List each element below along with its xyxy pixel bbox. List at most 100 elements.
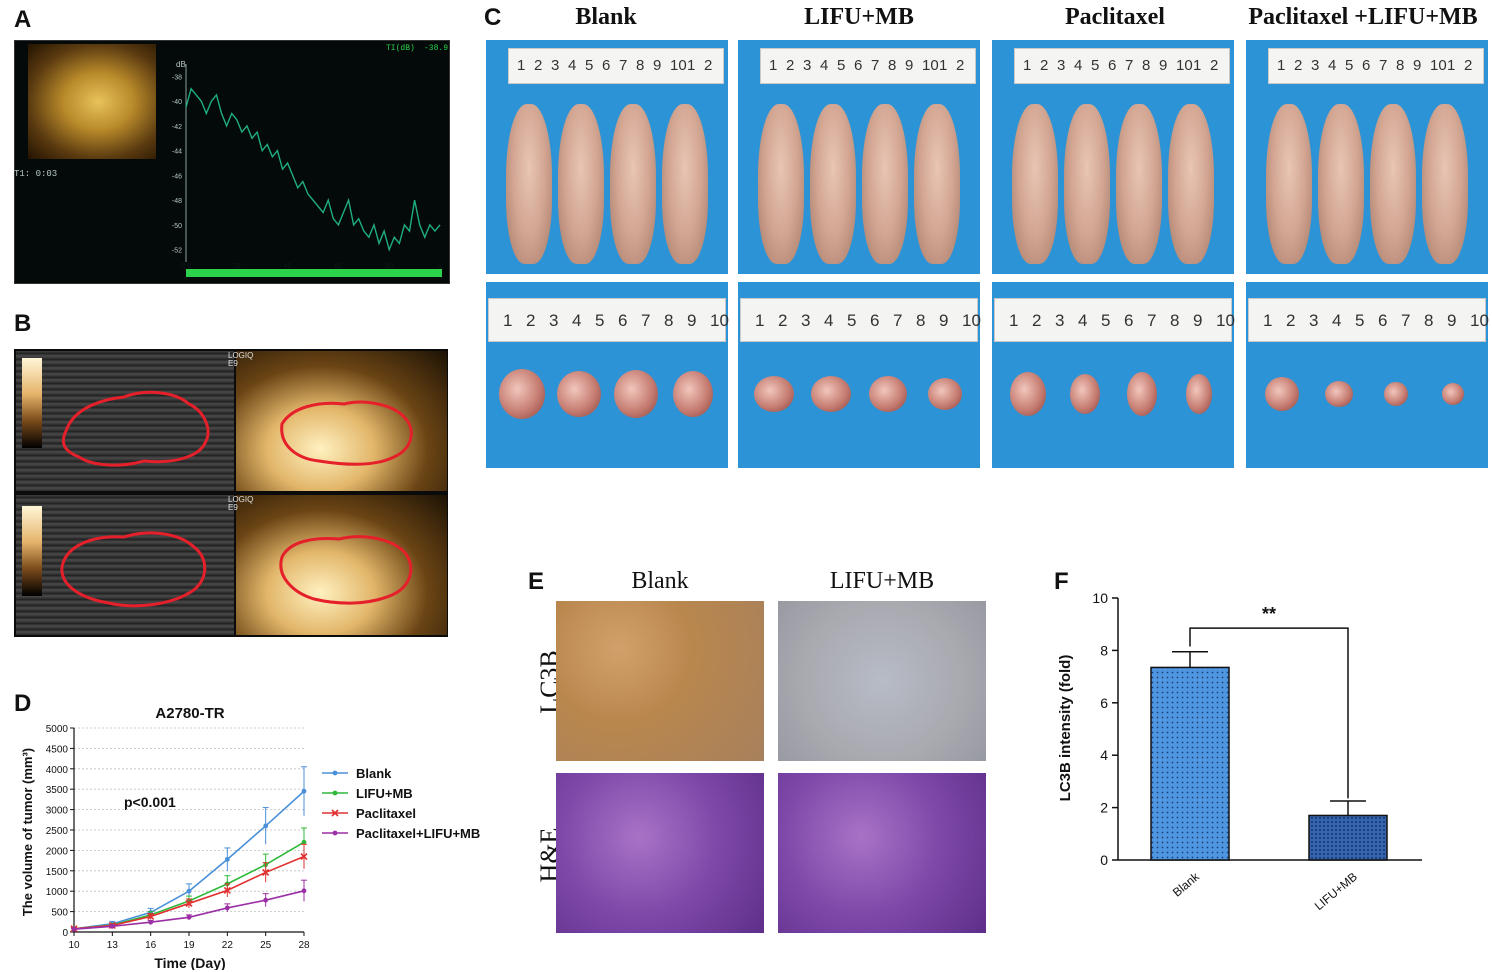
- panel-c-mouse: [1168, 104, 1214, 264]
- panel-c-ruler-number: 9: [1159, 57, 1168, 74]
- panel-d-legend-marker: [332, 830, 338, 836]
- panel-c-ruler-top: 1 2 3 4 5 6 7 8 9 10 1 2: [508, 48, 724, 84]
- panel-d-y-tick-label: 4000: [46, 765, 69, 776]
- panel-c-ruler-number: 2: [956, 57, 965, 74]
- panel-a-y-tick-label: -40: [172, 99, 182, 106]
- panel-c-ruler-number: 10: [1470, 311, 1489, 330]
- panel-c-tumor: [1442, 383, 1464, 405]
- panel-c-ruler-number: 2: [1464, 57, 1473, 74]
- panel-c-ruler-number: 3: [549, 311, 559, 330]
- panel-f-y-tick-label: 2: [1100, 800, 1108, 816]
- panel-letter-b: B: [14, 310, 32, 337]
- panel-a-intensity-curve: [185, 87, 441, 252]
- panel-c-mouse: [862, 104, 908, 264]
- panel-d-point: [148, 919, 154, 925]
- panel-c-ruler-number: 8: [1170, 311, 1180, 330]
- panel-c-ruler-number: 2: [704, 57, 713, 74]
- panel-e-header-lifu-mb: LIFU+MB: [829, 568, 935, 594]
- panel-d-point: [300, 852, 308, 861]
- panel-d-legend: Blank LIFU+MB Paclitaxel Paclitaxel+LIFU+MB: [322, 766, 480, 841]
- panel-c-header-lifu-mb: LIFU+MB: [804, 4, 914, 30]
- panel-d-x-tick-label: 28: [298, 940, 310, 951]
- panel-c-ruler-number: 10: [710, 311, 729, 330]
- panel-d-xlabel: Time (Day): [154, 955, 225, 970]
- panel-c-ruler-bottom: 1 2 3 4 5 6 7 8 9 10: [740, 298, 981, 342]
- panel-f-y-tick-label: 6: [1100, 695, 1108, 711]
- panel-c-ruler-number: 5: [1345, 57, 1354, 74]
- panel-d-y-tick-label: 1000: [46, 887, 69, 898]
- panel-c-tumor: [811, 376, 851, 412]
- panel-c-ruler-number: 3: [801, 311, 811, 330]
- panel-a-time-intensity-chart: -38 -40 -42 -44 -46 -48 -50 -52 0.0 20 40 60 80 1: [172, 64, 442, 270]
- panel-d-y-tick-label: 3500: [46, 785, 69, 796]
- panel-f-lc3b-bar-chart: LC3B intensity (fold) 0 2 4 6 8 10 Blank LIFU+M…: [1057, 590, 1422, 913]
- panel-d-legend-marker: [331, 809, 339, 817]
- panel-d-point: [301, 788, 307, 794]
- panel-c-ruler-number: 5: [847, 311, 857, 330]
- panel-c-ruler-number: 6: [1108, 57, 1117, 74]
- panel-c-ruler-number: 3: [1309, 311, 1319, 330]
- panel-b-scale-top: [22, 358, 42, 448]
- panel-c-ruler-number: 5: [1101, 311, 1111, 330]
- panel-d-ylabel: The volume of tumor (mm³): [20, 748, 35, 916]
- panel-c-ruler-number: 6: [1124, 311, 1134, 330]
- panel-c-ruler-number: 1: [939, 57, 948, 74]
- panel-b-outline-ceus-top: [280, 400, 413, 466]
- panel-a-timeline-bar: [186, 269, 442, 277]
- panel-d-legend-label: LIFU+MB: [356, 786, 413, 801]
- panel-d-point: [223, 886, 231, 894]
- panel-e-header-blank: Blank: [631, 568, 689, 594]
- panel-a-y-tick-label: -44: [172, 149, 182, 156]
- panel-d-tumor-growth-chart: A2780-TR Time (Day) The volume of tumor …: [20, 705, 480, 970]
- panel-c-mouse: [1064, 104, 1110, 264]
- panel-a-x-tick-label: 80: [385, 263, 393, 270]
- panel-b-logiq-bottom: LOGIQ E9: [228, 496, 253, 512]
- panel-c-ruler-number: 1: [1447, 57, 1456, 74]
- panel-c-ruler-number: 2: [778, 311, 788, 330]
- panel-c-mouse: [1012, 104, 1058, 264]
- panel-d-y-tick-label: 2000: [46, 846, 69, 857]
- panel-f-x-tick-label: Blank: [1170, 869, 1203, 900]
- panel-c-ruler-number: 6: [602, 57, 611, 74]
- panel-d-y-tick-label: 4500: [46, 744, 69, 755]
- panel-d-point: [263, 897, 269, 903]
- panel-c-ruler-number: 10: [670, 57, 687, 74]
- panel-d-point: [109, 923, 115, 929]
- panel-e-he-lifu-image: [778, 773, 986, 933]
- panel-c-ruler-number: 9: [1193, 311, 1203, 330]
- panel-c-ruler-number: 8: [1424, 311, 1434, 330]
- panel-c-header-paclitaxel-lifu-mb: Paclitaxel +LIFU+MB: [1248, 4, 1478, 30]
- panel-b-tumor-outlines: [60, 390, 413, 608]
- panel-c-ruler-number: 6: [854, 57, 863, 74]
- panel-c-tumor: [1325, 381, 1353, 407]
- panel-c-ruler-number: 2: [526, 311, 536, 330]
- panel-c-ruler-number: 7: [871, 57, 880, 74]
- panel-c-mouse: [506, 104, 552, 264]
- panel-c-ruler-number: 7: [1125, 57, 1134, 74]
- panel-d-point: [301, 839, 307, 845]
- panel-d-x-tick-label: 19: [183, 940, 195, 951]
- panel-c-ruler-number: 8: [888, 57, 897, 74]
- panel-letter-f: F: [1054, 568, 1069, 595]
- panel-c-ruler-number: 4: [572, 311, 582, 330]
- panel-b-logiq-top-line2: E9: [228, 359, 238, 368]
- panel-c-tumor: [1070, 374, 1100, 414]
- panel-c-ruler-number: 8: [636, 57, 645, 74]
- panel-c-ruler-bottom: 1 2 3 4 5 6 7 8 9 10: [488, 298, 729, 342]
- panel-d-point: [186, 914, 192, 920]
- panel-c-ruler-number: 1: [1009, 311, 1019, 330]
- panel-c-mouse: [1116, 104, 1162, 264]
- panel-letter-e: E: [528, 568, 545, 595]
- panel-d-point: [301, 888, 307, 894]
- panel-a-x-tick-label: 60: [335, 263, 343, 270]
- panel-c-mouse: [1266, 104, 1312, 264]
- panel-b-bmode-bottom: [16, 495, 234, 635]
- panel-a-ti-label: TI(dB): [386, 44, 415, 53]
- panel-c-mouse: [914, 104, 960, 264]
- panel-d-series-line: [73, 790, 305, 930]
- panel-c-ruler-number: 2: [1294, 57, 1303, 74]
- panel-d-x-tick-label: 13: [107, 940, 119, 951]
- panel-c-ruler-number: 2: [1040, 57, 1049, 74]
- panel-c-ruler-top: 1 2 3 4 5 6 7 8 9 10 1 2: [1014, 48, 1230, 84]
- panel-a-y-tick-label: -46: [172, 173, 182, 180]
